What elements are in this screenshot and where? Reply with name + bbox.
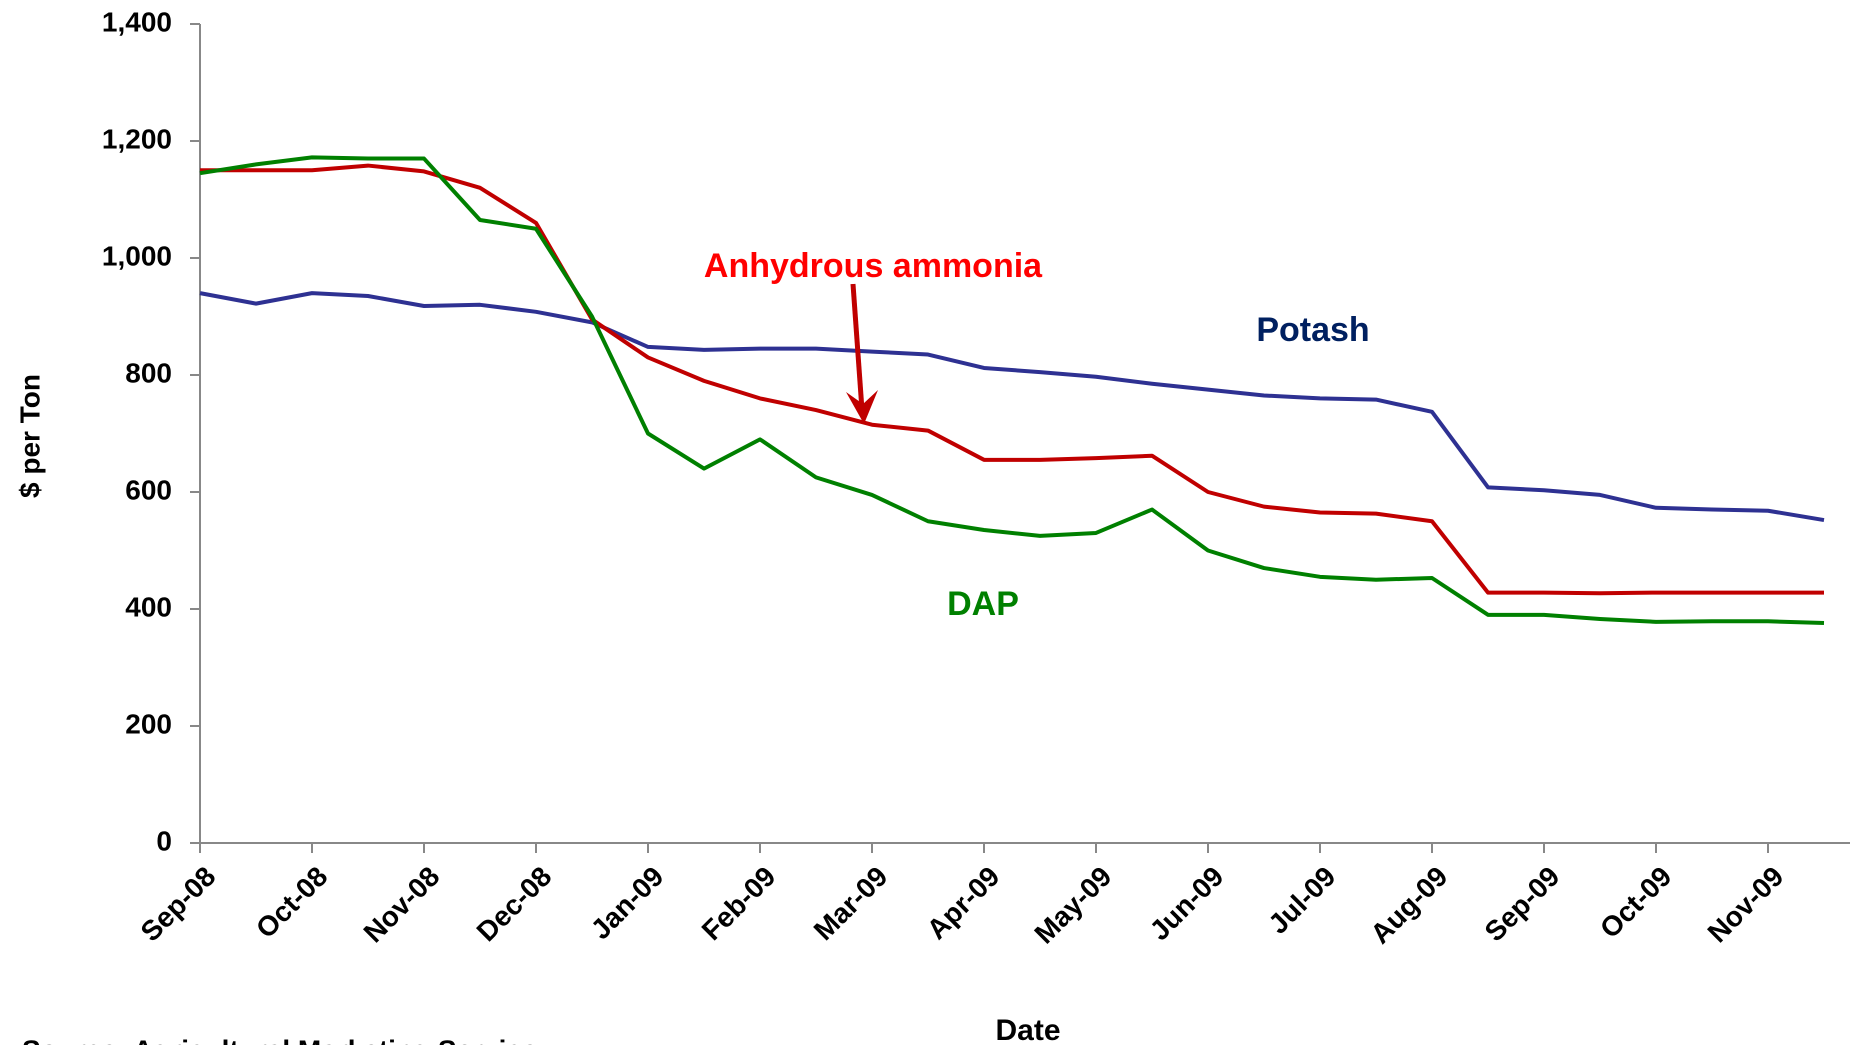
line-series: [199, 155, 1825, 626]
x-tick-label: Sep-09: [1479, 861, 1566, 948]
y-tick-label: 1,000: [102, 240, 172, 271]
x-axis-label: Date: [995, 1014, 1060, 1045]
y-tick-label: 400: [125, 591, 172, 622]
series-label: Potash: [1256, 311, 1369, 349]
line-series: [199, 291, 1825, 523]
x-tick-label: Nov-08: [358, 861, 446, 949]
y-tick-label: 600: [125, 474, 172, 505]
series-label: Anhydrous ammonia: [704, 247, 1043, 285]
source-note: Source: Agricultural Marketing Service: [22, 1034, 538, 1045]
annotation-arrow: [850, 283, 865, 411]
y-tick-label: 1,400: [102, 6, 172, 37]
x-tick-label: Apr-09: [921, 861, 1006, 946]
x-tick-label: Dec-08: [471, 861, 558, 948]
x-tick-label: Nov-09: [1702, 861, 1790, 949]
y-axis-label: $ per Ton: [14, 374, 45, 498]
annotation-arrowhead: [846, 390, 878, 424]
line-series: [200, 163, 1824, 596]
y-tick-label: 1,200: [102, 123, 172, 154]
x-tick-label: Jan-09: [585, 861, 670, 946]
x-tick-label: Feb-09: [696, 861, 782, 947]
x-tick-label: Jul-09: [1262, 861, 1341, 940]
x-tick-label: Oct-09: [1594, 861, 1678, 945]
x-tick-label: Oct-08: [250, 861, 334, 945]
x-tick-label: Aug-09: [1364, 861, 1453, 950]
series-label: DAP: [947, 585, 1019, 623]
x-tick-label: Sep-08: [135, 861, 222, 948]
x-tick-label: May-09: [1028, 861, 1117, 950]
x-tick-label: Jun-09: [1144, 861, 1230, 947]
x-tick-label: Mar-09: [808, 861, 894, 947]
y-tick-label: 0: [156, 825, 172, 856]
y-tick-label: 200: [125, 708, 172, 739]
y-tick-label: 800: [125, 357, 172, 388]
